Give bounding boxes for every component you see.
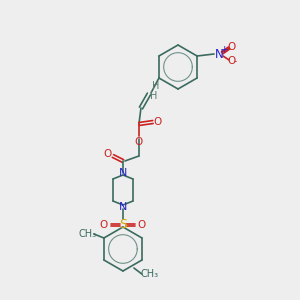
Text: CH₃: CH₃: [79, 229, 97, 239]
Text: CH₃: CH₃: [141, 269, 159, 279]
Text: +: +: [220, 46, 228, 55]
Text: N: N: [119, 202, 127, 212]
Text: O: O: [227, 42, 235, 52]
Text: H: H: [150, 91, 158, 101]
Text: O: O: [138, 220, 146, 230]
Text: S: S: [119, 218, 127, 232]
Text: O: O: [135, 137, 143, 147]
Text: -: -: [233, 58, 237, 67]
Text: O: O: [104, 149, 112, 159]
Text: N: N: [119, 168, 127, 178]
Text: N: N: [215, 47, 224, 61]
Text: H: H: [152, 81, 160, 91]
Text: O: O: [100, 220, 108, 230]
Text: O: O: [227, 56, 235, 66]
Text: O: O: [154, 117, 162, 127]
